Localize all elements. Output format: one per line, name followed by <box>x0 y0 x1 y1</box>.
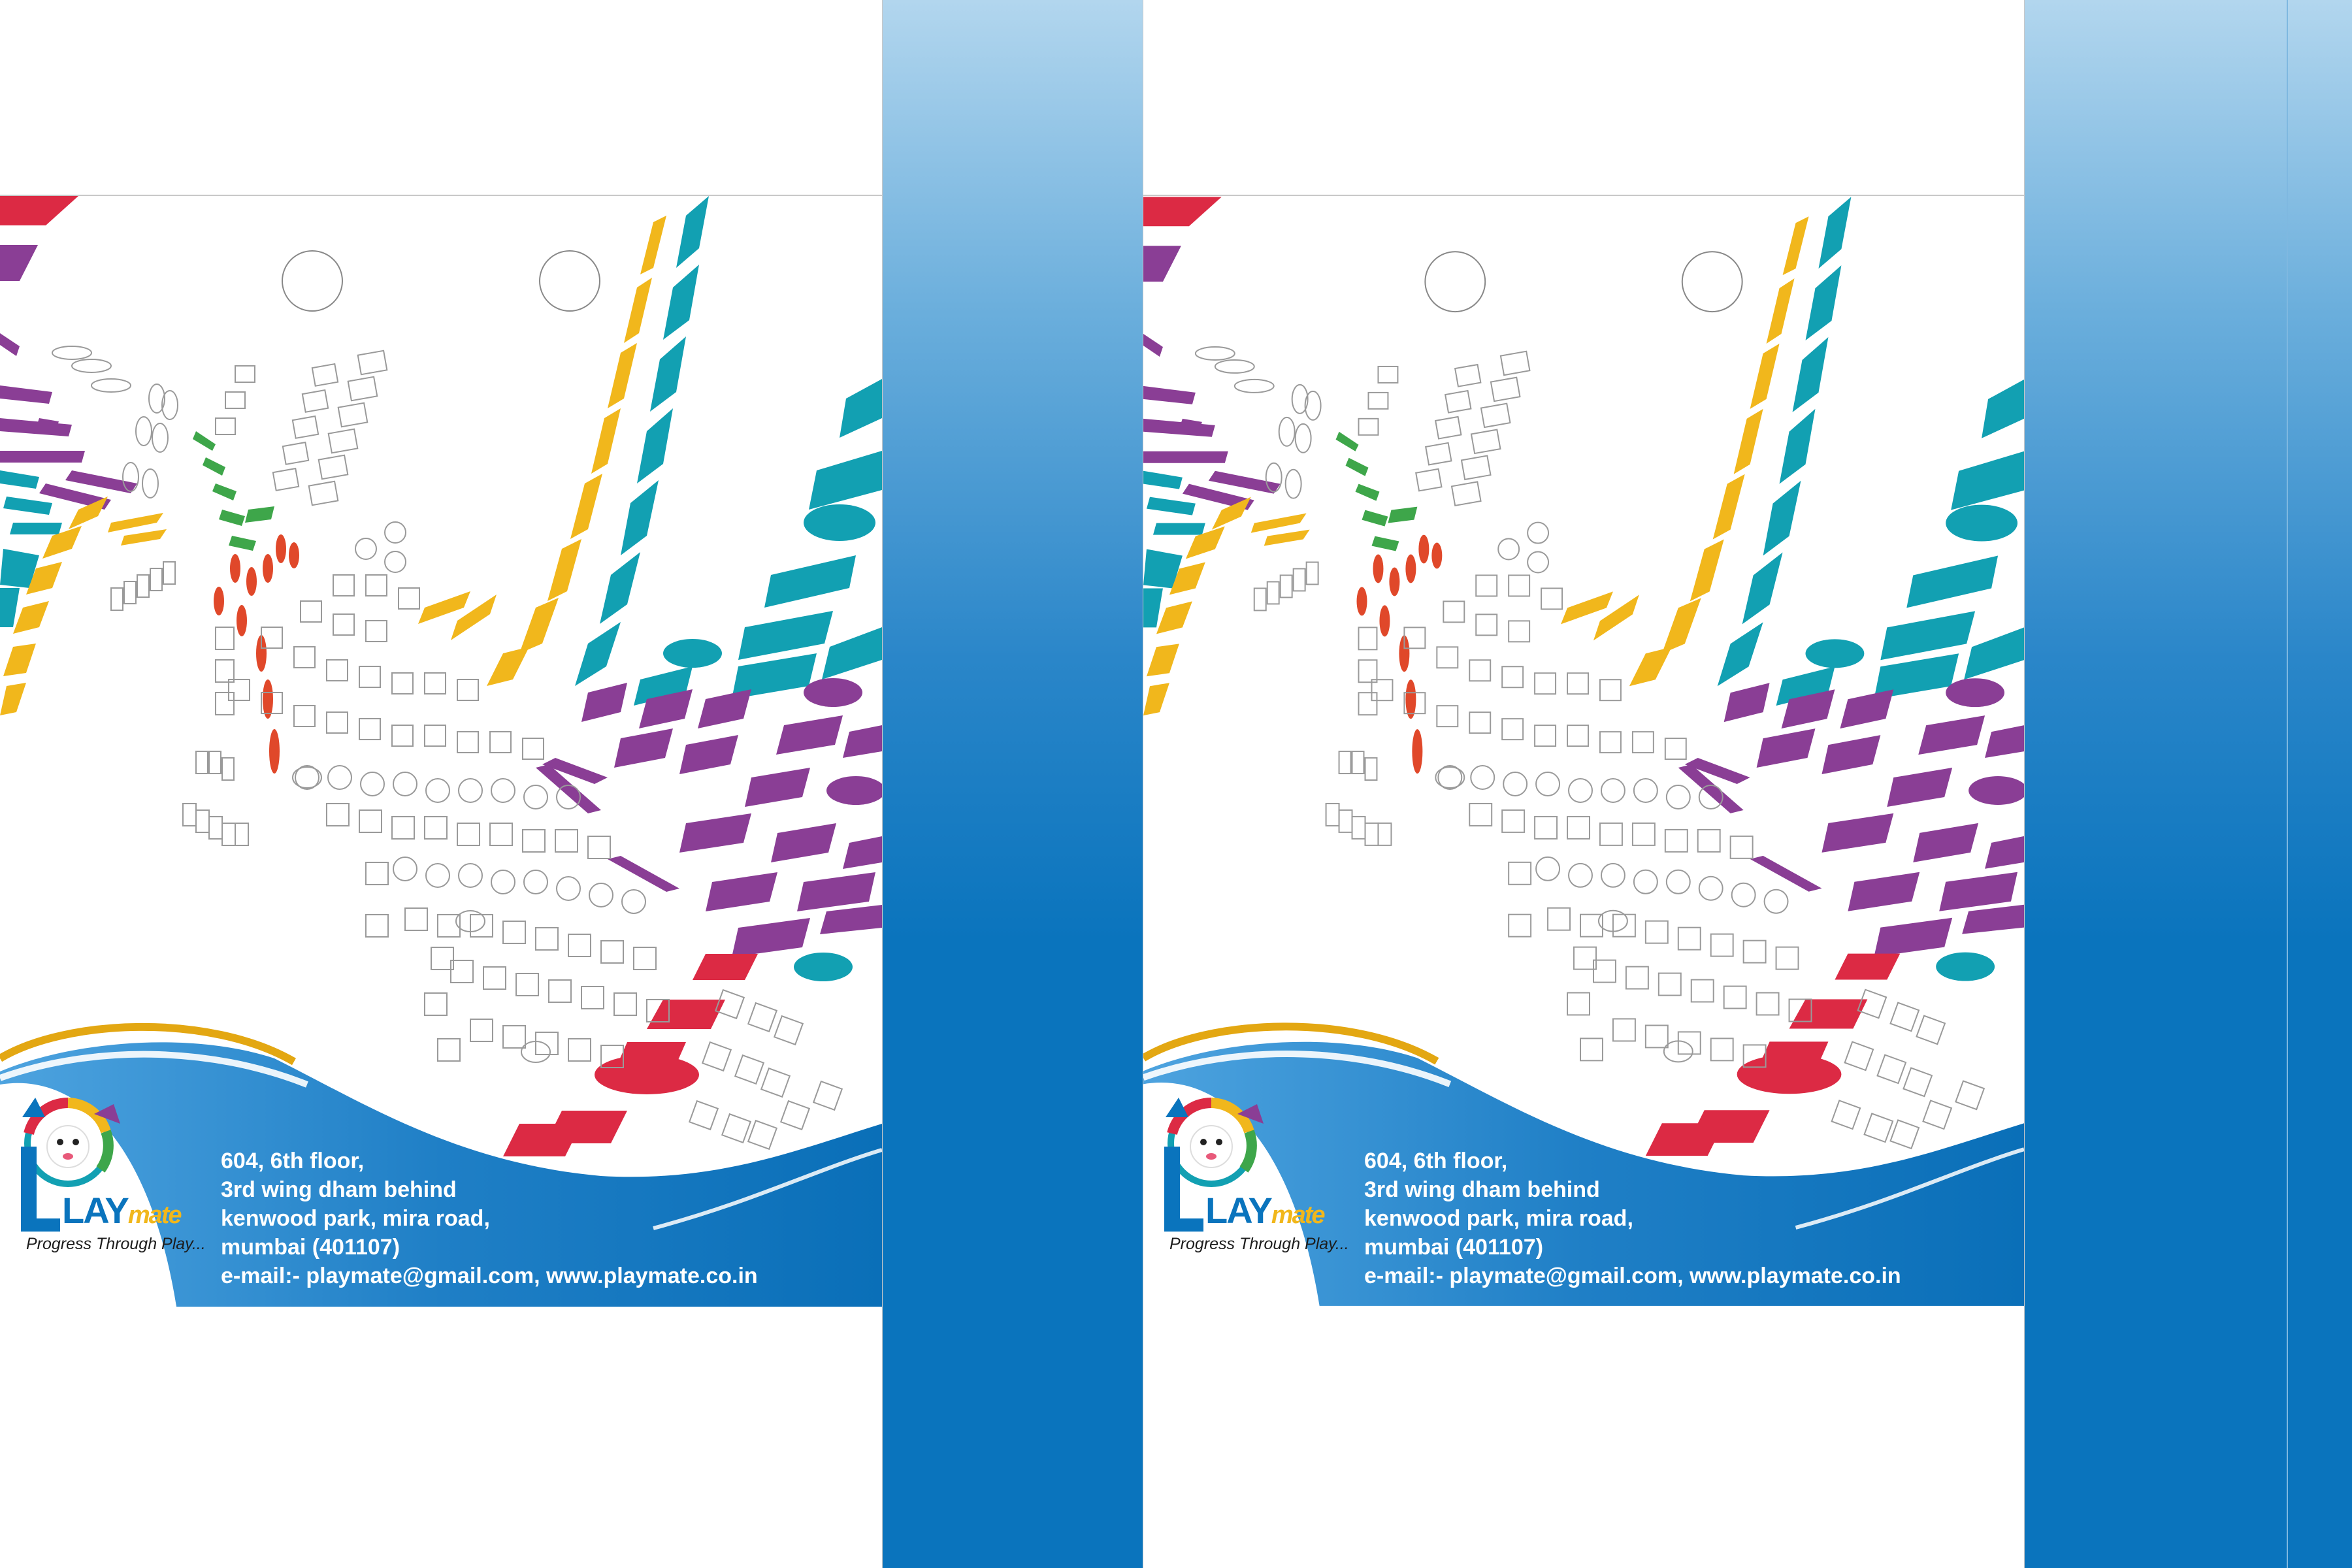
contact-email-web: e-mail:- playmate@gmail.com, www.playmat… <box>1364 1264 1901 1288</box>
side-gusset-left <box>882 0 1143 1568</box>
playmate-logo-icon <box>1164 1098 1264 1232</box>
decorative-artwork <box>0 0 882 1568</box>
fold-line <box>0 195 882 196</box>
address-line-3: kenwood park, mira road, <box>1364 1206 1633 1231</box>
bag-back-panel: LAYmate Progress Through Play... 604, 6t… <box>1143 0 2025 1568</box>
contact-address-block: 604, 6th floor, 3rd wing dham behind ken… <box>1364 1147 1901 1290</box>
address-line-4: mumbai (401107) <box>1364 1235 1544 1260</box>
brand-name-suffix: mate <box>1271 1201 1326 1229</box>
address-line-1: 604, 6th floor, <box>1364 1149 1508 1173</box>
glue-flap <box>2287 0 2352 1568</box>
decorative-artwork <box>1143 0 2024 1568</box>
brand-name-prefix: LAY <box>1205 1190 1273 1231</box>
brand-tagline: Progress Through Play... <box>26 1235 206 1253</box>
address-line-2: 3rd wing dham behind <box>1364 1177 1600 1202</box>
playmate-logo-icon <box>21 1098 120 1232</box>
address-line-4: mumbai (401107) <box>221 1235 400 1260</box>
brand-name-prefix: LAY <box>62 1190 129 1231</box>
brand-name-suffix: mate <box>127 1201 182 1229</box>
address-line-3: kenwood park, mira road, <box>221 1206 490 1231</box>
brand-tagline: Progress Through Play... <box>1169 1235 1349 1253</box>
bag-front-panel: LAYmate Progress Through Play... 604, 6t… <box>0 0 883 1568</box>
brand-wordmark: LAYmate <box>1205 1189 1326 1232</box>
contact-email-web: e-mail:- playmate@gmail.com, www.playmat… <box>221 1264 758 1288</box>
brand-wordmark: LAYmate <box>62 1189 182 1232</box>
fold-line <box>1143 195 2024 196</box>
contact-address-block: 604, 6th floor, 3rd wing dham behind ken… <box>221 1147 758 1290</box>
side-gusset-right <box>2024 0 2287 1568</box>
address-line-2: 3rd wing dham behind <box>221 1177 457 1202</box>
address-line-1: 604, 6th floor, <box>221 1149 365 1173</box>
